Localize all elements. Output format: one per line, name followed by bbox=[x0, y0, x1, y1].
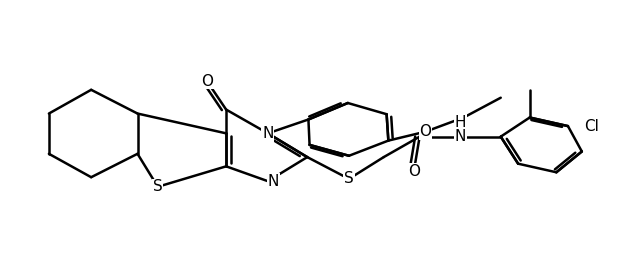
Text: H: H bbox=[454, 115, 466, 129]
Text: S: S bbox=[153, 179, 163, 194]
Text: N: N bbox=[262, 126, 273, 141]
Text: N: N bbox=[268, 174, 279, 189]
Text: S: S bbox=[344, 171, 354, 186]
Text: Cl: Cl bbox=[584, 119, 599, 134]
Text: O: O bbox=[408, 164, 420, 179]
Text: O: O bbox=[419, 124, 431, 139]
Text: O: O bbox=[201, 74, 213, 89]
Text: N: N bbox=[454, 129, 466, 144]
